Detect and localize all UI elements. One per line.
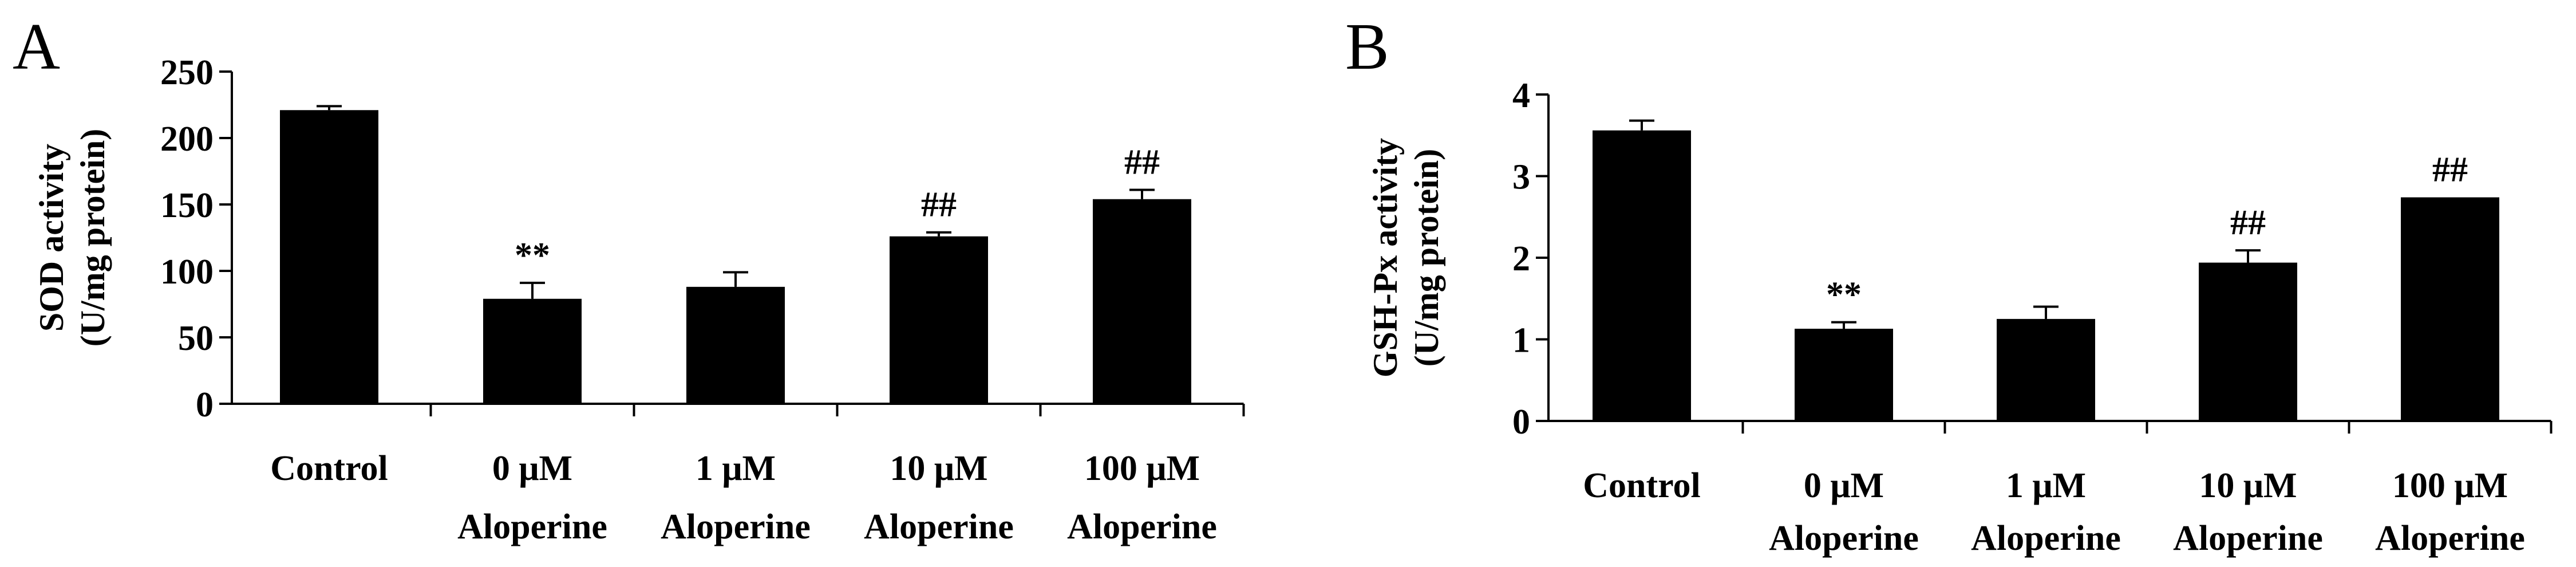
- panel-a-y-tick-label: 250: [160, 53, 214, 92]
- panel-a-category-label: Aloperine: [457, 507, 607, 546]
- panel-a-category-label: Aloperine: [661, 507, 811, 546]
- panel-a-category-label: 100 μM: [1084, 449, 1200, 488]
- panel-b-y-tick-label: 0: [1512, 403, 1530, 442]
- panel-b-category-label: 0 μM: [1804, 466, 1884, 505]
- panel-b-significance-mark: **: [1826, 275, 1862, 314]
- panel-b-category-label: Aloperine: [2375, 519, 2525, 558]
- panel-a-ylabel-line1: SOD activity: [33, 144, 70, 332]
- panel-a-significance-mark: ##: [921, 186, 957, 225]
- panel-b-category-label: Control: [1583, 466, 1701, 505]
- panel-a-bar: [686, 286, 785, 404]
- panel-a-category-label: Aloperine: [1067, 507, 1217, 546]
- panel-b-bar: [1997, 318, 2095, 421]
- panel-b-y-tick-label: 2: [1512, 239, 1530, 278]
- panel-b-bar: [2199, 262, 2297, 421]
- panel-b-significance-mark: ##: [2230, 203, 2266, 242]
- panel-a-letter: A: [13, 10, 60, 83]
- panel-b-y-tick-label: 1: [1512, 321, 1530, 360]
- panel-a-category-label: 10 μM: [890, 449, 987, 488]
- panel-b-significance-mark: ##: [2432, 151, 2468, 190]
- panel-a-significance-mark: ##: [1124, 143, 1160, 182]
- panel-b-category-label: Aloperine: [1971, 519, 2121, 558]
- panel-b-y-tick-label: 3: [1512, 158, 1530, 197]
- panel-b-category-label: 1 μM: [2006, 466, 2086, 505]
- panel-a-bar: [483, 298, 582, 404]
- panel-a-category-label: Control: [270, 449, 388, 488]
- panel-b-letter: B: [1345, 10, 1389, 83]
- panel-a-bar: [890, 236, 988, 404]
- panel-b-category-label: Aloperine: [2173, 519, 2323, 558]
- panel-a-y-tick-label: 0: [196, 385, 214, 424]
- panel-b-category-label: 100 μM: [2392, 466, 2508, 505]
- panel-b-category-label: 10 μM: [2199, 466, 2297, 505]
- panel-b-ylabel-line2: (U/mg protein): [1408, 149, 1445, 367]
- panel-b-bar: [1593, 130, 1691, 421]
- panel-a-bar: [1093, 199, 1191, 404]
- panel-a-y-tick-label: 100: [160, 253, 214, 292]
- panel-a-y-tick-label: 50: [178, 319, 214, 358]
- panel-a-ylabel-line2: (U/mg protein): [74, 129, 112, 347]
- panel-a-bar: [280, 110, 378, 404]
- panel-a-significance-mark: **: [515, 236, 550, 275]
- panel-a-category-label: Aloperine: [864, 507, 1014, 546]
- panel-a-y-tick-label: 200: [160, 120, 214, 159]
- panel-b-ylabel-line1: GSH-Px activity: [1366, 138, 1404, 377]
- panel-b-y-tick-label: 4: [1512, 76, 1530, 115]
- panel-a-category-label: 0 μM: [492, 449, 572, 488]
- panel-b-bar: [1795, 328, 1893, 421]
- panel-b-bar: [2401, 197, 2499, 421]
- panel-b-category-label: Aloperine: [1769, 519, 1919, 558]
- panel-a-category-label: 1 μM: [696, 449, 776, 488]
- panel-a-y-tick-label: 150: [160, 186, 214, 225]
